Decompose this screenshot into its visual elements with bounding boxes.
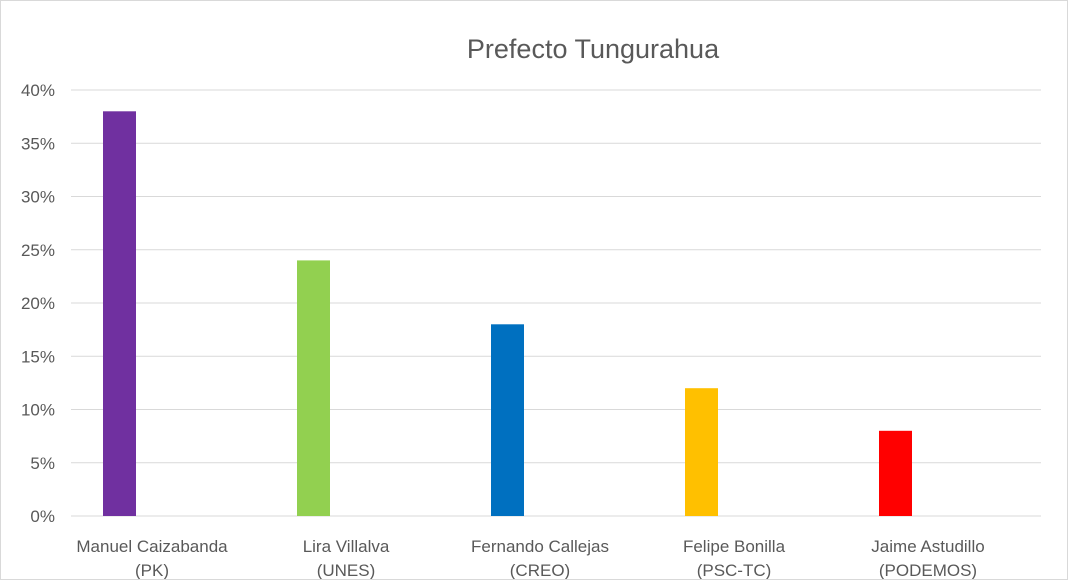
x-category-label: (CREO) <box>510 561 570 579</box>
x-category-label: (PK) <box>135 561 169 579</box>
bar <box>297 260 330 516</box>
x-category-label: (PODEMOS) <box>879 561 977 579</box>
x-category-label: (UNES) <box>317 561 376 579</box>
x-category-label: Jaime Astudillo <box>871 537 984 556</box>
x-axis-categories: Manuel Caizabanda (PK) Lira Villalva (UNES)… <box>76 537 984 579</box>
y-axis-ticks: 0% 5% 10% 15% 20% 25% 30% 35% 40% <box>21 81 55 526</box>
y-tick-label: 25% <box>21 241 55 260</box>
x-category-label: Fernando Callejas <box>471 537 609 556</box>
bar <box>491 324 524 516</box>
bar <box>103 111 136 517</box>
bars <box>103 111 912 517</box>
y-tick-label: 0% <box>30 507 55 526</box>
y-tick-label: 35% <box>21 134 55 153</box>
y-tick-label: 30% <box>21 188 55 207</box>
chart-title: Prefecto Tungurahua <box>467 34 720 64</box>
y-tick-label: 5% <box>30 454 55 473</box>
x-category-label: Lira Villalva <box>303 537 390 556</box>
y-tick-label: 10% <box>21 401 55 420</box>
y-tick-label: 20% <box>21 294 55 313</box>
bar <box>879 430 912 516</box>
y-tick-label: 40% <box>21 81 55 100</box>
x-category-label: Felipe Bonilla <box>683 537 786 556</box>
bar <box>685 388 718 516</box>
y-tick-label: 15% <box>21 347 55 366</box>
gridlines <box>71 89 1041 517</box>
x-category-label: (PSC-TC) <box>697 561 772 579</box>
x-category-label: Manuel Caizabanda <box>76 537 228 556</box>
